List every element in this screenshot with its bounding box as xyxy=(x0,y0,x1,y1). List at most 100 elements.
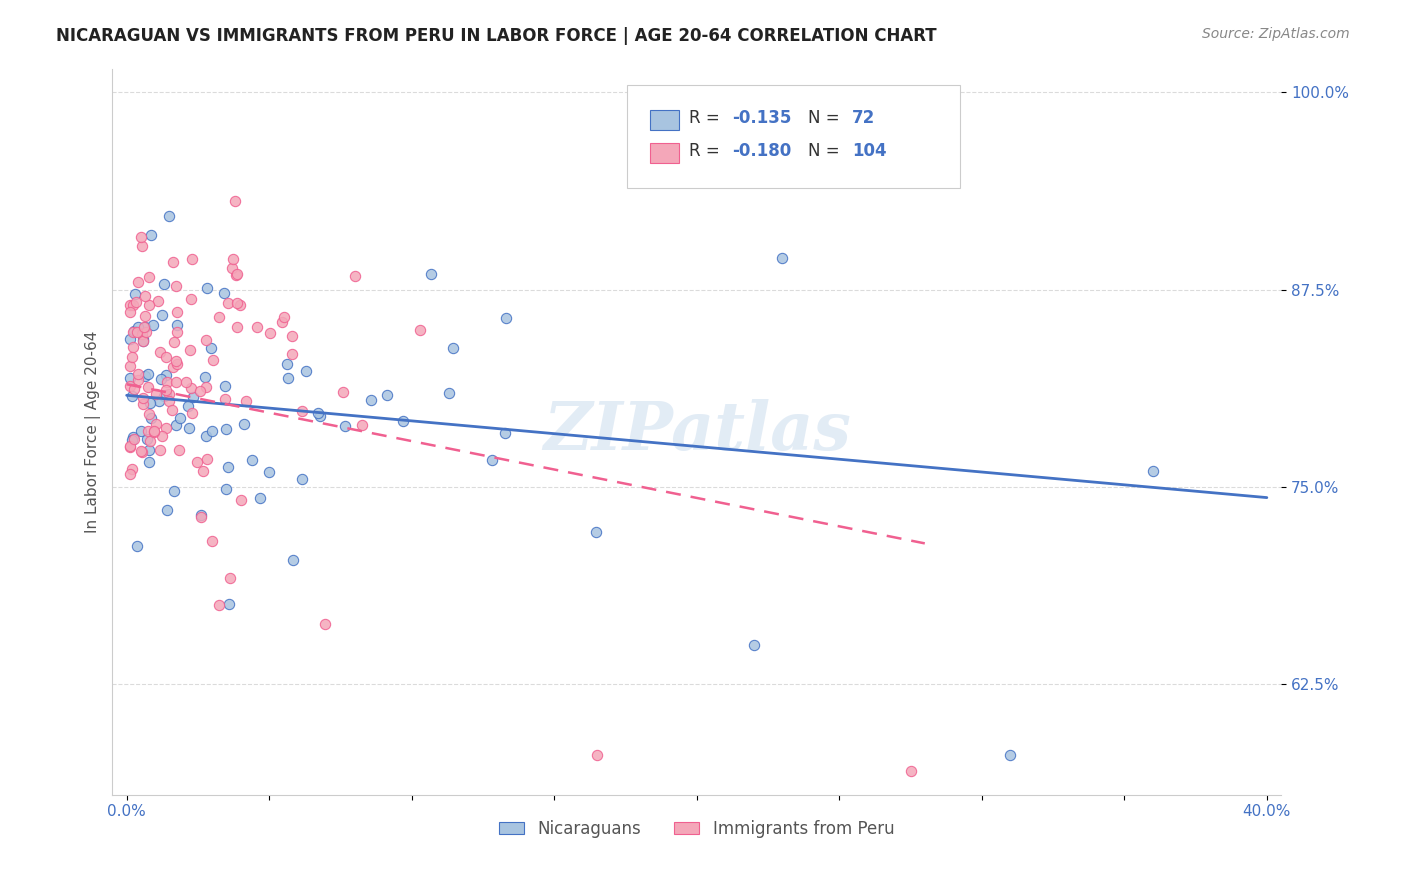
Point xyxy=(165,278,187,293)
Point xyxy=(408,323,430,337)
Point xyxy=(224,194,246,208)
Point xyxy=(138,380,160,394)
Point xyxy=(127,275,149,289)
Point xyxy=(307,406,329,420)
Point xyxy=(344,269,367,284)
Point xyxy=(139,411,162,425)
Point xyxy=(217,296,239,310)
Point xyxy=(221,260,243,275)
Point xyxy=(118,440,141,454)
Point xyxy=(270,315,292,329)
Point xyxy=(495,311,517,326)
Text: R =: R = xyxy=(689,109,724,127)
Point xyxy=(1142,464,1164,478)
Point xyxy=(180,292,202,306)
Point xyxy=(162,335,184,350)
Text: 72: 72 xyxy=(852,109,876,127)
Point xyxy=(900,764,922,778)
Point xyxy=(162,255,184,269)
Point xyxy=(122,298,145,312)
Point xyxy=(127,320,149,334)
Point xyxy=(155,421,177,435)
Point xyxy=(350,417,373,432)
Point xyxy=(131,445,153,459)
Point xyxy=(127,325,149,339)
Point xyxy=(122,382,145,396)
Point xyxy=(156,502,179,516)
Point xyxy=(291,404,314,418)
Point xyxy=(122,325,145,339)
Point xyxy=(259,465,281,479)
Point xyxy=(127,368,149,382)
Y-axis label: In Labor Force | Age 20-64: In Labor Force | Age 20-64 xyxy=(86,330,101,533)
Point xyxy=(375,387,398,401)
Point xyxy=(190,509,212,524)
Point xyxy=(259,326,281,340)
Point xyxy=(125,294,148,309)
Point xyxy=(155,368,177,382)
Point xyxy=(118,298,141,312)
Point xyxy=(229,493,252,508)
Point xyxy=(419,267,441,281)
Point xyxy=(150,309,173,323)
Point xyxy=(281,329,304,343)
Point xyxy=(141,318,163,333)
Point xyxy=(138,367,160,381)
Point xyxy=(186,455,208,469)
Point xyxy=(118,379,141,393)
FancyBboxPatch shape xyxy=(650,143,679,163)
Point xyxy=(118,332,141,346)
Point xyxy=(148,394,170,409)
Point xyxy=(127,373,149,387)
Point xyxy=(118,439,141,453)
Point xyxy=(118,359,141,374)
Text: 104: 104 xyxy=(852,142,887,160)
Point xyxy=(135,432,157,446)
Point xyxy=(155,383,177,397)
Point xyxy=(225,319,247,334)
Point xyxy=(118,304,141,318)
Point xyxy=(139,228,162,243)
Point xyxy=(195,380,218,394)
Point xyxy=(190,508,212,522)
Point xyxy=(585,525,607,540)
Point xyxy=(188,384,211,398)
Point xyxy=(360,393,382,408)
Point xyxy=(166,357,188,371)
Point xyxy=(225,268,247,282)
Point xyxy=(143,425,166,440)
Point xyxy=(214,422,236,436)
Point xyxy=(309,409,332,424)
Point xyxy=(180,381,202,395)
Point xyxy=(169,410,191,425)
Point xyxy=(157,393,180,408)
Point xyxy=(134,368,156,383)
Point xyxy=(194,370,217,384)
Point xyxy=(181,390,204,404)
Point xyxy=(167,443,190,458)
Point xyxy=(240,453,263,467)
Point xyxy=(150,429,173,443)
FancyBboxPatch shape xyxy=(650,110,679,130)
Point xyxy=(132,334,155,348)
Point xyxy=(129,444,152,458)
Point xyxy=(215,483,238,497)
Point xyxy=(120,371,142,385)
Point xyxy=(138,455,160,469)
Point xyxy=(132,334,155,348)
Point xyxy=(134,319,156,334)
Point xyxy=(586,748,609,763)
Point xyxy=(233,417,256,432)
Point xyxy=(177,399,200,413)
Point xyxy=(273,310,295,325)
Legend: Nicaraguans, Immigrants from Peru: Nicaraguans, Immigrants from Peru xyxy=(492,814,901,845)
Point xyxy=(135,325,157,339)
Point xyxy=(195,281,218,295)
Point xyxy=(217,459,239,474)
Point xyxy=(134,288,156,302)
Point xyxy=(121,389,143,403)
Point xyxy=(294,364,316,378)
Point xyxy=(134,310,156,324)
Text: NICARAGUAN VS IMMIGRANTS FROM PERU IN LABOR FORCE | AGE 20-64 CORRELATION CHART: NICARAGUAN VS IMMIGRANTS FROM PERU IN LA… xyxy=(56,27,936,45)
Point xyxy=(121,350,143,364)
